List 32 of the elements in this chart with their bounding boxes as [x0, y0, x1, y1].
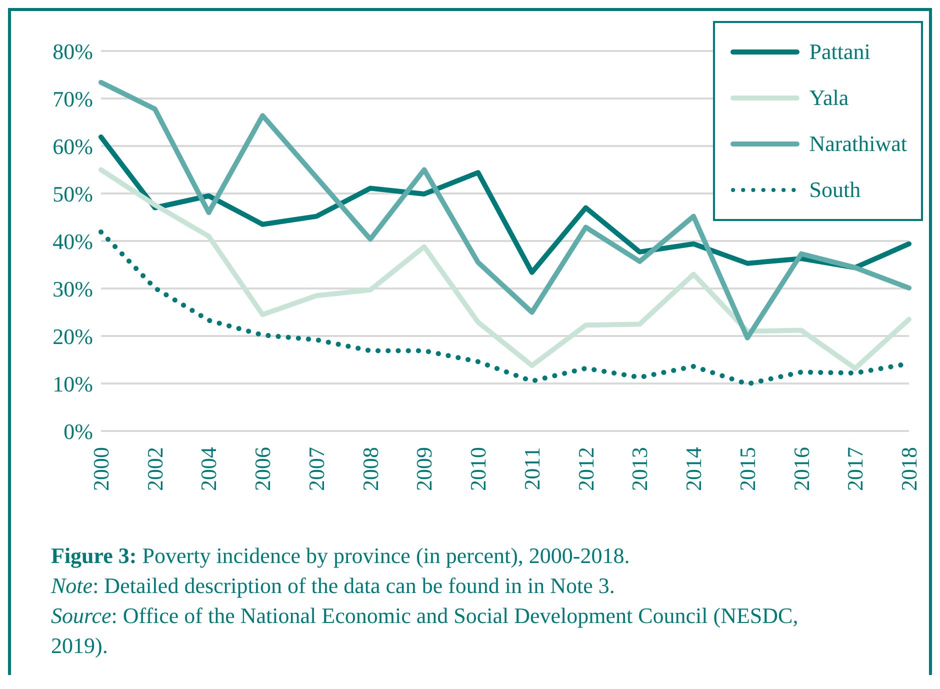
y-tick-label: 60% — [52, 134, 93, 159]
y-tick-label: 30% — [52, 276, 93, 302]
x-tick-label: 2009 — [412, 447, 437, 491]
y-tick-label: 80% — [52, 38, 93, 64]
x-tick-label: 2008 — [358, 447, 383, 491]
legend-label: Narathiwat — [809, 131, 907, 157]
x-tick-label: 2018 — [896, 447, 922, 491]
text: Figure 3: Poverty incidence by province (in percent), 2000-2018. — [51, 543, 630, 568]
x-tick-label: 2012 — [573, 447, 598, 491]
x-tick-label: 2000 — [88, 447, 114, 491]
y-tick-label: 70% — [52, 86, 93, 112]
y-tick-label: 20% — [52, 324, 93, 349]
x-tick-label: 2006 — [250, 447, 276, 491]
x-tick-label: 2016 — [788, 447, 814, 491]
x-tick-label: 2013 — [627, 447, 652, 491]
x-tick-label: 2017 — [842, 447, 868, 491]
x-tick-label: 2011 — [519, 447, 544, 490]
y-tick-label: 40% — [52, 228, 93, 254]
legend-label: Pattani — [809, 39, 870, 65]
x-tick-label: 2014 — [681, 447, 706, 491]
x-tick-label: 2004 — [196, 447, 222, 491]
y-tick-label: 50% — [52, 181, 93, 206]
x-tick-label: 2010 — [466, 447, 491, 491]
x-tick-label: 2007 — [304, 447, 329, 491]
x-tick-label: 2015 — [734, 447, 760, 491]
y-tick-label: 0% — [64, 418, 93, 444]
y-tick-label: 10% — [52, 371, 93, 396]
legend-label: South — [809, 177, 861, 203]
source-note: Source: Office of the National Economic and Social Development Council (NESDC, 2019). — [51, 603, 798, 658]
text: Note: Detailed description of the data can be found in in Note 3. — [51, 573, 615, 598]
legend-label: Yala — [809, 85, 849, 111]
x-tick-label: 2002 — [142, 447, 168, 491]
